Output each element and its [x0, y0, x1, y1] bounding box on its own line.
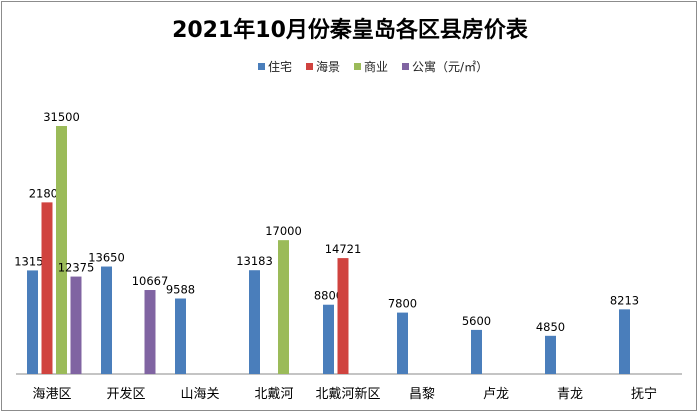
legend-item: 商业: [354, 58, 388, 75]
x-tick-label: 抚宁: [631, 386, 657, 402]
legend-label: 住宅: [268, 60, 293, 74]
bar: [249, 270, 260, 374]
legend-label: 公寓（元/㎡）: [412, 60, 489, 74]
legend-item: 公寓（元/㎡）: [402, 58, 488, 75]
chart-title: 2021年10月份秦皇岛各区县房价表: [172, 18, 528, 43]
bar: [41, 202, 53, 374]
data-label: 17000: [265, 224, 302, 238]
bar: [397, 312, 408, 374]
bar: [56, 126, 67, 374]
bar: [619, 309, 630, 374]
legend: 住宅 海景 商业 公寓（元/㎡）: [258, 58, 488, 75]
x-tick-label: 昌黎: [409, 387, 435, 402]
x-tick-label: 北戴河新区: [315, 386, 380, 402]
bar: [278, 240, 289, 374]
data-label: 8800: [314, 289, 343, 303]
bar: [70, 276, 82, 374]
x-tick-label: 青龙: [557, 387, 583, 402]
data-label: 5600: [462, 314, 491, 328]
data-label: 9588: [166, 283, 195, 297]
data-label: 13650: [88, 251, 125, 265]
legend-label: 商业: [364, 60, 389, 74]
x-tick-label: 卢龙: [483, 386, 509, 402]
data-label: 4850: [536, 320, 565, 334]
bar: [144, 290, 156, 374]
bar: [27, 270, 38, 374]
bar: [545, 335, 556, 374]
legend-item: 住宅: [258, 58, 292, 75]
bar: [471, 329, 482, 374]
data-label: 14721: [325, 242, 362, 256]
data-label: 13183: [236, 254, 273, 268]
data-label: 10667: [132, 274, 169, 288]
legend-swatch: [354, 63, 362, 70]
legend-item: 海景: [306, 58, 340, 75]
bar: [337, 258, 349, 374]
x-tick-label: 开发区: [106, 386, 145, 402]
data-label: 12375: [58, 261, 95, 275]
bar: [323, 304, 334, 374]
x-tick-label: 海港区: [32, 387, 71, 402]
x-tick-label: 北戴河: [254, 387, 293, 402]
data-label: 31500: [43, 110, 80, 124]
legend-swatch: [258, 63, 265, 70]
bar: [101, 266, 112, 374]
bar: [175, 298, 186, 374]
x-tick-label: 山海关: [180, 387, 219, 402]
legend-swatch: [306, 63, 314, 70]
data-label: 8213: [610, 293, 639, 307]
legend-swatch: [402, 63, 410, 70]
legend-label: 海景: [316, 60, 341, 74]
data-label: 7800: [388, 297, 417, 311]
